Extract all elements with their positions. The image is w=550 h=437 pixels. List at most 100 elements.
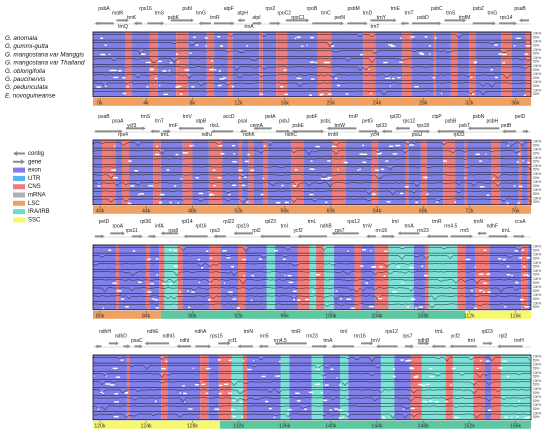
gene-arrow-icon bbox=[13, 159, 25, 165]
variable-site bbox=[518, 257, 522, 259]
axis-tick-label: 52k bbox=[234, 208, 243, 214]
variable-site bbox=[391, 77, 395, 80]
variable-site bbox=[310, 160, 313, 162]
axis-tick-label: 84k bbox=[142, 313, 151, 319]
variable-site bbox=[243, 176, 247, 178]
gene-arrow bbox=[326, 126, 357, 131]
variable-site bbox=[451, 367, 456, 370]
variable-site bbox=[429, 375, 434, 378]
gene-arrow bbox=[108, 341, 119, 346]
variable-site bbox=[360, 265, 364, 267]
variable-site bbox=[330, 368, 334, 370]
variable-site bbox=[323, 399, 328, 401]
variable-site bbox=[425, 177, 427, 179]
alignment-frame bbox=[92, 139, 532, 206]
variable-site bbox=[200, 266, 204, 269]
variable-site bbox=[114, 401, 119, 403]
conservation-profile bbox=[92, 182, 532, 188]
variable-site bbox=[233, 153, 236, 155]
variable-site bbox=[232, 144, 235, 147]
gene-arrow bbox=[413, 129, 431, 134]
gene-arrow bbox=[211, 129, 234, 134]
conservation-profile bbox=[92, 373, 532, 378]
legend-item-cns: CNS bbox=[13, 184, 41, 190]
variable-site bbox=[148, 185, 153, 187]
variable-site bbox=[445, 400, 448, 403]
variable-site bbox=[365, 282, 369, 284]
alignment-frame bbox=[92, 31, 532, 98]
variable-site bbox=[409, 266, 414, 269]
variable-site bbox=[241, 416, 243, 418]
variable-site bbox=[323, 61, 328, 64]
variable-site bbox=[397, 76, 401, 79]
gene-arrow bbox=[95, 21, 114, 26]
variable-site bbox=[530, 360, 535, 362]
gene-arrow bbox=[260, 234, 291, 239]
variable-site bbox=[388, 44, 393, 46]
variable-site bbox=[454, 201, 457, 203]
variable-site bbox=[523, 94, 526, 96]
gene-arrow bbox=[347, 21, 368, 26]
variable-site bbox=[292, 290, 297, 292]
percent-label: 50% bbox=[533, 257, 540, 261]
variable-site bbox=[400, 192, 404, 195]
gene-label: rpl22 bbox=[223, 219, 234, 225]
variable-site bbox=[117, 70, 122, 72]
variable-site bbox=[247, 153, 250, 156]
variable-site bbox=[506, 265, 510, 268]
legend-label: IRA/IRB bbox=[28, 209, 50, 215]
gene-label: petD bbox=[99, 219, 110, 225]
gene-label: atpH bbox=[237, 10, 248, 16]
variable-site bbox=[114, 145, 116, 147]
variable-site bbox=[325, 178, 330, 180]
legend-swatch bbox=[13, 192, 25, 198]
variable-site bbox=[217, 177, 222, 179]
variable-site bbox=[415, 375, 419, 377]
gene-label: rpoA bbox=[113, 223, 124, 229]
variable-site bbox=[334, 408, 338, 410]
variable-site bbox=[362, 249, 367, 251]
gene-arrow bbox=[449, 344, 477, 349]
gene-arrow bbox=[482, 341, 493, 346]
variable-site bbox=[105, 383, 111, 385]
variable-site bbox=[336, 84, 341, 87]
variable-site bbox=[388, 145, 394, 148]
variable-site bbox=[312, 291, 315, 293]
species-label: G. gummi-gutta bbox=[5, 43, 49, 50]
gene-arrow bbox=[110, 231, 126, 236]
variable-site bbox=[156, 145, 158, 148]
variable-site bbox=[414, 86, 419, 88]
variable-site bbox=[261, 375, 266, 378]
variable-site bbox=[253, 359, 255, 362]
variable-site bbox=[149, 68, 154, 71]
percent-label: 100% bbox=[533, 180, 541, 184]
variable-site bbox=[372, 266, 376, 268]
variable-site bbox=[380, 168, 385, 171]
variable-site bbox=[239, 176, 241, 179]
variable-site bbox=[145, 61, 151, 64]
gene-arrow bbox=[361, 341, 374, 346]
axis-tick-label: 112k bbox=[464, 313, 475, 319]
percent-label: 100% bbox=[533, 48, 541, 52]
variable-site bbox=[415, 201, 419, 204]
gene-label: rps18 bbox=[417, 123, 430, 129]
variable-site bbox=[432, 76, 435, 79]
variable-site bbox=[246, 201, 249, 203]
gene-label: psbH bbox=[486, 118, 498, 124]
species-label: G. anomala bbox=[5, 35, 38, 42]
gene-arrow bbox=[123, 344, 131, 349]
ir-axis-bar bbox=[220, 420, 531, 429]
variable-site bbox=[375, 169, 379, 171]
gene-label: trnS bbox=[141, 114, 151, 120]
legend-label: UTR bbox=[28, 176, 41, 182]
variable-site bbox=[498, 258, 502, 260]
gene-label: trnS bbox=[446, 10, 456, 16]
gene-label: ndhK bbox=[243, 132, 255, 138]
variable-site bbox=[179, 291, 181, 293]
variable-site bbox=[159, 84, 161, 87]
variable-site bbox=[368, 305, 374, 308]
variable-site bbox=[339, 384, 341, 386]
gene-arrow bbox=[144, 341, 170, 346]
variable-site bbox=[320, 392, 323, 394]
variable-site bbox=[163, 93, 169, 96]
